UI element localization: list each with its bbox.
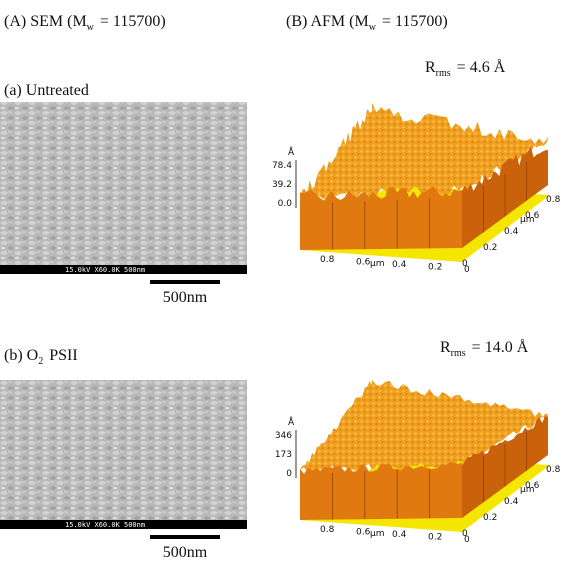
z-unit: Å bbox=[288, 416, 295, 428]
panel-label: (a) Untreated bbox=[4, 82, 89, 99]
figure: (A) SEM (Mw= 115700) (B) AFM (Mw= 115700… bbox=[0, 0, 561, 574]
y-tick-label: 0 bbox=[462, 529, 468, 539]
sem-info-text: 15.0kV X60.0K 500nm bbox=[65, 266, 145, 274]
y-tick-label: 0.4 bbox=[504, 497, 519, 507]
y-tick-label: 0.8 bbox=[546, 465, 561, 475]
x-tick-label: 0.4 bbox=[392, 530, 407, 540]
z-unit: Å bbox=[288, 146, 295, 158]
scale-bar bbox=[150, 535, 220, 539]
y-tick-label: 0.4 bbox=[504, 227, 519, 237]
x-tick-label: 0.6 bbox=[356, 528, 371, 538]
sem-image bbox=[0, 380, 247, 520]
scale-label: 500nm bbox=[163, 289, 208, 306]
sem-header: (A) SEM (Mw= 115700) bbox=[4, 13, 166, 33]
x-unit: µm bbox=[370, 529, 385, 539]
z-tick-label: 39.2 bbox=[272, 180, 292, 190]
x-tick-label: 0.2 bbox=[428, 533, 442, 543]
z-tick-label: 0.0 bbox=[278, 199, 293, 209]
x-tick-label: 0.6 bbox=[356, 258, 371, 268]
y-tick-label: 0 bbox=[462, 259, 468, 269]
y-unit: µm bbox=[520, 215, 535, 225]
scale-bar bbox=[150, 280, 220, 284]
x-tick-label: 0.8 bbox=[320, 255, 335, 265]
z-tick-label: 173 bbox=[275, 450, 292, 460]
sem-image bbox=[0, 102, 247, 265]
y-unit: µm bbox=[520, 485, 535, 495]
sem-info-text: 15.0kV X60.0K 500nm bbox=[65, 521, 145, 529]
roughness-label: Rrms= 14.0 Å bbox=[440, 338, 529, 359]
x-tick-label: 0.4 bbox=[392, 260, 407, 270]
x-tick-label: 0.2 bbox=[428, 263, 442, 273]
z-tick-label: 0 bbox=[286, 469, 292, 479]
scale-label: 500nm bbox=[163, 544, 208, 561]
y-tick-label: 0.2 bbox=[483, 513, 497, 523]
afm-front-face bbox=[300, 462, 462, 520]
x-unit: µm bbox=[370, 259, 385, 269]
z-tick-label: 78.4 bbox=[272, 161, 292, 171]
y-tick-label: 0.8 bbox=[546, 195, 561, 205]
x-tick-label: 0.8 bbox=[320, 525, 335, 535]
afm-header: (B) AFM (Mw= 115700) bbox=[286, 13, 448, 33]
roughness-label: Rrms= 4.6 Å bbox=[425, 58, 506, 79]
z-tick-label: 346 bbox=[275, 431, 292, 441]
y-tick-label: 0.2 bbox=[483, 243, 497, 253]
